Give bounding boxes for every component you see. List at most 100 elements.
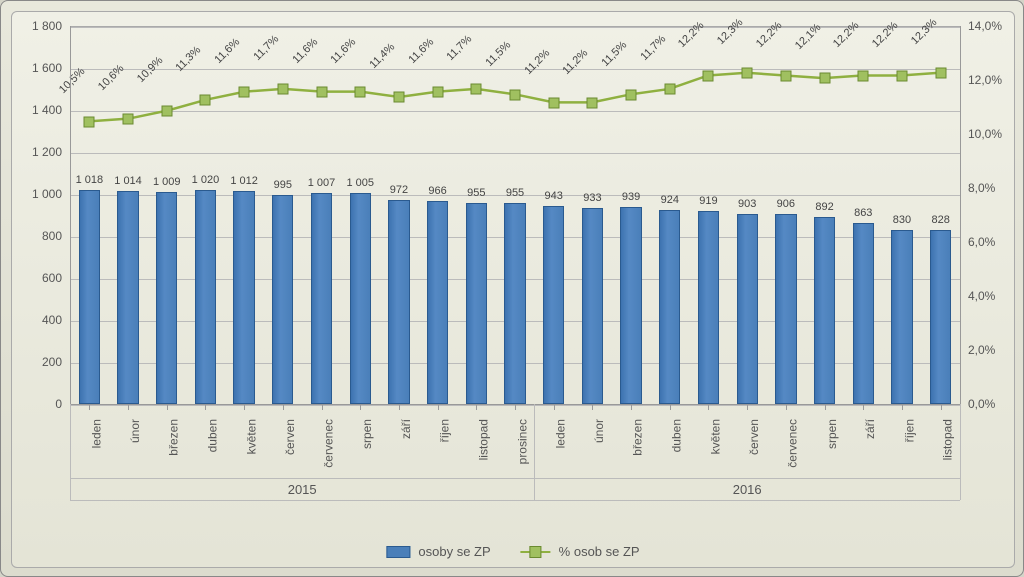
bar xyxy=(698,211,719,404)
y-left-tick-label: 800 xyxy=(42,229,62,243)
x-tick xyxy=(515,404,516,410)
bar xyxy=(659,210,680,404)
x-year-label: 2015 xyxy=(288,482,317,497)
year-divider xyxy=(960,404,961,500)
bar-value-label: 919 xyxy=(699,195,717,207)
x-month-label: červenec xyxy=(322,419,336,468)
bar-value-label: 892 xyxy=(815,201,833,213)
x-month-label: duben xyxy=(205,419,219,452)
y-right-tick-label: 0,0% xyxy=(968,397,995,411)
bar xyxy=(737,214,758,404)
legend-item-bars: osoby se ZP xyxy=(386,544,490,559)
bar-value-label: 1 005 xyxy=(346,177,374,189)
bar-value-label: 1 007 xyxy=(308,177,336,189)
chart-outer-frame: 02004006008001 0001 2001 4001 6001 800 0… xyxy=(0,0,1024,577)
x-month-label: duben xyxy=(670,419,684,452)
bar xyxy=(117,191,138,404)
bar xyxy=(427,201,448,404)
x-tick xyxy=(205,404,206,410)
x-tick xyxy=(941,404,942,410)
bar xyxy=(79,190,100,404)
bar xyxy=(272,195,293,404)
bar xyxy=(814,217,835,404)
year-divider xyxy=(70,404,71,500)
y-right-axis-labels: 0,0%2,0%4,0%6,0%8,0%10,0%12,0%14,0% xyxy=(964,26,1014,404)
bar-value-label: 924 xyxy=(661,194,679,206)
bar xyxy=(195,190,216,404)
bar xyxy=(853,223,874,404)
x-tick xyxy=(592,404,593,410)
chart-legend: osoby se ZP % osob se ZP xyxy=(386,544,639,559)
y-left-tick-label: 400 xyxy=(42,313,62,327)
bar-value-label: 863 xyxy=(854,207,872,219)
y-right-tick-label: 14,0% xyxy=(968,19,1002,33)
x-tick xyxy=(89,404,90,410)
x-month-label: prosinec xyxy=(515,419,529,464)
x-tick xyxy=(322,404,323,410)
x-tick xyxy=(438,404,439,410)
x-tick xyxy=(167,404,168,410)
bar xyxy=(504,203,525,404)
x-month-label: listopad xyxy=(476,419,490,460)
x-tick xyxy=(670,404,671,410)
legend-line-label: % osob se ZP xyxy=(559,544,640,559)
x-month-label: leden xyxy=(89,419,103,448)
bar-value-label: 903 xyxy=(738,198,756,210)
y-right-tick-label: 4,0% xyxy=(968,289,995,303)
x-tick xyxy=(476,404,477,410)
y-right-axis-line xyxy=(960,26,961,404)
bar xyxy=(582,208,603,404)
x-tick xyxy=(128,404,129,410)
x-month-label: červen xyxy=(747,419,761,455)
bar-value-label: 1 014 xyxy=(114,175,142,187)
bar-value-label: 966 xyxy=(428,185,446,197)
bars-layer xyxy=(70,27,960,404)
bar-value-label: 943 xyxy=(545,190,563,202)
y-right-tick-label: 12,0% xyxy=(968,73,1002,87)
bar xyxy=(233,191,254,404)
x-tick xyxy=(902,404,903,410)
legend-bar-label: osoby se ZP xyxy=(418,544,490,559)
bar xyxy=(388,200,409,404)
bar xyxy=(930,230,951,404)
bar-value-label: 972 xyxy=(390,184,408,196)
y-right-tick-label: 10,0% xyxy=(968,127,1002,141)
x-tick xyxy=(708,404,709,410)
y-left-tick-label: 600 xyxy=(42,271,62,285)
bar xyxy=(891,230,912,404)
y-right-tick-label: 8,0% xyxy=(968,181,995,195)
x-month-label: květen xyxy=(708,419,722,454)
x-month-label: srpen xyxy=(825,419,839,449)
x-tick xyxy=(360,404,361,410)
x-month-label: červenec xyxy=(786,419,800,468)
x-month-label: květen xyxy=(244,419,258,454)
y-left-tick-label: 1 200 xyxy=(32,145,62,159)
y-right-tick-label: 6,0% xyxy=(968,235,995,249)
bar-value-label: 1 012 xyxy=(230,175,258,187)
x-tick xyxy=(747,404,748,410)
bar xyxy=(775,214,796,404)
bar-value-label: 906 xyxy=(777,198,795,210)
legend-swatch-line xyxy=(521,551,551,553)
bar-value-label: 828 xyxy=(931,214,949,226)
x-month-label: listopad xyxy=(941,419,955,460)
plot-area: 1 0181 0141 0091 0201 0129951 0071 00597… xyxy=(70,26,960,404)
bar-value-label: 830 xyxy=(893,214,911,226)
bar-value-label: 995 xyxy=(274,179,292,191)
x-tick xyxy=(786,404,787,410)
x-month-label: červen xyxy=(283,419,297,455)
bar-value-label: 1 018 xyxy=(76,174,104,186)
x-axis: ledenúnorbřezendubenkvětenčervenčervenec… xyxy=(70,404,960,544)
x-month-label: únor xyxy=(592,419,606,443)
y-right-tick-label: 2,0% xyxy=(968,343,995,357)
bar-value-label: 955 xyxy=(506,187,524,199)
bar xyxy=(543,206,564,404)
x-tick xyxy=(554,404,555,410)
bar xyxy=(466,203,487,404)
y-left-tick-label: 200 xyxy=(42,355,62,369)
y-left-axis-line xyxy=(70,26,71,404)
x-month-label: leden xyxy=(554,419,568,448)
y-left-tick-label: 1 600 xyxy=(32,61,62,75)
x-tick xyxy=(825,404,826,410)
bar xyxy=(350,193,371,404)
